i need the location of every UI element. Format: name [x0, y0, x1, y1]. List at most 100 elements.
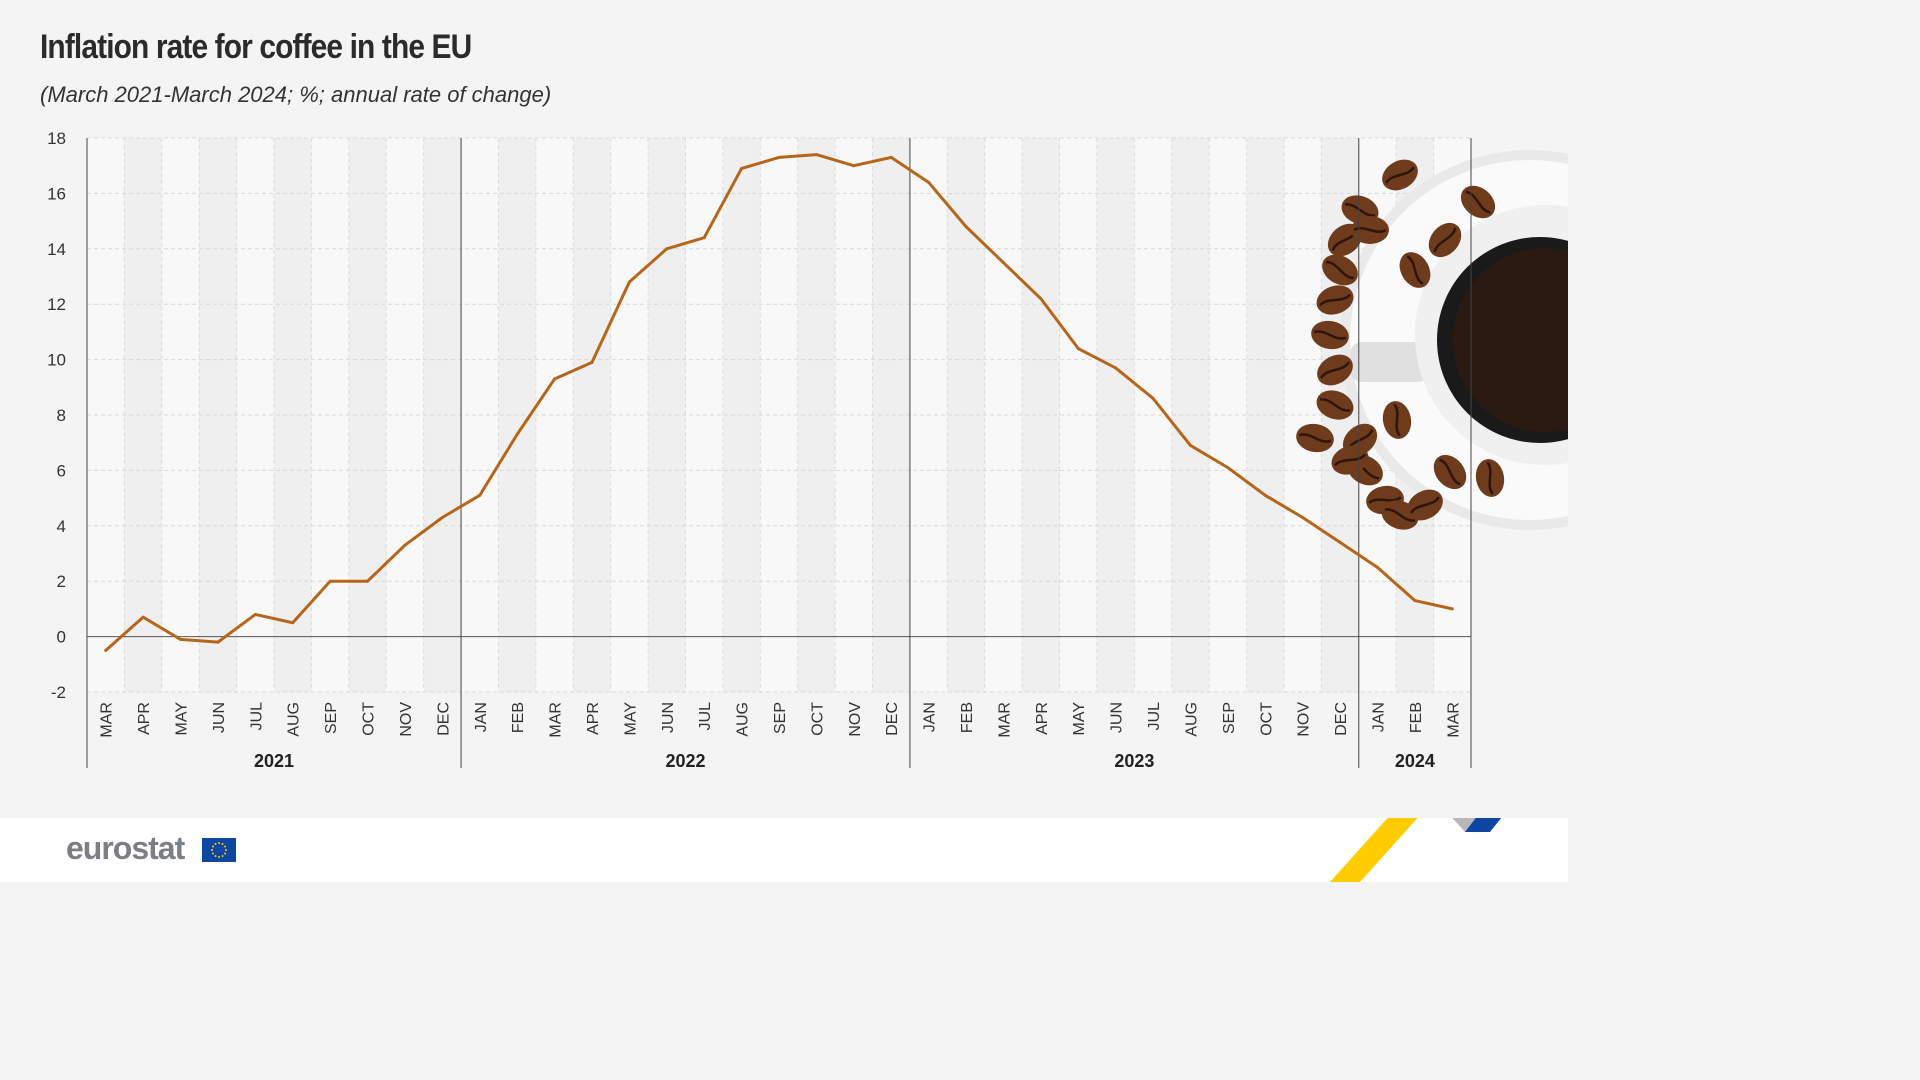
- year-label: 2024: [1395, 751, 1435, 771]
- bean-crease: [1465, 190, 1491, 214]
- y-tick-label: 18: [47, 129, 66, 148]
- data-point: [1450, 607, 1454, 611]
- x-tick-label: NOV: [398, 702, 415, 737]
- bean-crease: [1433, 227, 1457, 253]
- eu-star: [225, 849, 227, 851]
- column-band: [199, 138, 237, 692]
- eu-flag-icon: [202, 838, 236, 862]
- bean-crease: [1368, 496, 1402, 504]
- data-point: [1413, 599, 1417, 603]
- coffee-bean: [1382, 401, 1412, 439]
- column-band: [535, 138, 574, 692]
- coffee-bean: [1399, 252, 1431, 288]
- data-point: [1188, 443, 1192, 447]
- data-point: [1226, 466, 1230, 470]
- data-point: [141, 615, 145, 619]
- bean-crease: [1320, 361, 1350, 379]
- bean-crease: [1353, 227, 1387, 233]
- x-tick-label: MAR: [1445, 702, 1462, 738]
- data-point: [1114, 366, 1118, 370]
- data-point: [852, 164, 856, 168]
- eu-star: [221, 855, 224, 858]
- coffee-bean: [1433, 454, 1467, 490]
- bean-crease: [1385, 166, 1415, 184]
- eu-star: [211, 852, 214, 855]
- data-point: [515, 432, 519, 436]
- x-tick-label: NOV: [1296, 702, 1313, 737]
- bean-crease: [1313, 330, 1347, 340]
- y-tick-label: 10: [47, 351, 66, 370]
- x-tick-label: AUG: [1183, 702, 1200, 737]
- column-band: [423, 138, 462, 692]
- coffee-bean: [1475, 459, 1505, 497]
- x-tick-label: NOV: [847, 702, 864, 737]
- x-tick-label: SEP: [1221, 702, 1238, 734]
- year-label: 2023: [1114, 751, 1154, 771]
- x-tick-label: JUL: [697, 702, 714, 731]
- y-tick-label: 14: [47, 240, 66, 259]
- data-point: [702, 236, 706, 240]
- coffee-bean: [1351, 216, 1389, 244]
- x-tick-label: APR: [136, 702, 153, 735]
- data-point: [1076, 347, 1080, 351]
- x-tick-label: DEC: [1333, 702, 1350, 736]
- x-tick-label: JUN: [1109, 702, 1126, 733]
- data-point: [291, 621, 295, 625]
- y-tick-label: 4: [57, 517, 66, 536]
- x-tick-label: MAR: [99, 702, 116, 738]
- x-tick-label: AUG: [286, 702, 303, 737]
- eu-star: [211, 845, 214, 848]
- x-tick-label: APR: [585, 702, 602, 735]
- coffee-bean: [1311, 320, 1349, 350]
- y-tick-label: 6: [57, 461, 66, 480]
- x-tick-label: SEP: [772, 702, 789, 734]
- y-tick-label: -2: [51, 683, 66, 702]
- data-point: [665, 247, 669, 251]
- coffee-bean: [1428, 222, 1462, 258]
- eurostat-logo: eurostat: [66, 830, 185, 866]
- x-tick-label: MAR: [548, 702, 565, 738]
- eu-star: [214, 855, 217, 858]
- x-tick-label: FEB: [959, 702, 976, 733]
- data-point: [927, 180, 931, 184]
- bean-crease: [1393, 403, 1401, 437]
- x-tick-label: JUL: [1146, 702, 1163, 731]
- coffee-bean: [1316, 285, 1354, 315]
- x-tick-label: APR: [1034, 702, 1051, 735]
- coffee-bean: [1317, 354, 1353, 386]
- coffee-bean: [1322, 254, 1358, 286]
- bean-crease: [1298, 433, 1332, 443]
- x-tick-label: JAN: [473, 702, 490, 732]
- eu-star: [224, 852, 227, 855]
- coffee-bean: [1296, 423, 1334, 453]
- x-tick-label: DEC: [435, 702, 452, 736]
- data-point: [590, 360, 594, 364]
- x-tick-label: JAN: [922, 702, 939, 732]
- coffee-bean: [1460, 185, 1496, 219]
- bean-crease: [1410, 496, 1440, 514]
- column-band: [648, 138, 686, 692]
- bean-crease: [1325, 260, 1355, 280]
- data-point: [1338, 540, 1342, 544]
- data-point: [1151, 396, 1155, 400]
- year-label: 2022: [665, 751, 705, 771]
- chart-subtitle: (March 2021-March 2024; %; annual rate o…: [40, 82, 552, 107]
- line-chart: MAR APR MAY JUN JUL AUG SEP OCT NOV DEC JAN FEB MAR A…: [47, 129, 1568, 771]
- decorative-chevrons: [1330, 818, 1502, 882]
- year-label: 2021: [254, 751, 294, 771]
- y-tick-label: 12: [47, 295, 66, 314]
- data-point: [1039, 297, 1043, 301]
- data-point: [964, 225, 968, 229]
- data-point: [1001, 261, 1005, 265]
- data-point: [1375, 565, 1379, 569]
- bean-crease: [1318, 293, 1352, 307]
- eu-star: [218, 842, 220, 844]
- data-point: [740, 166, 744, 170]
- coffee-bean: [1407, 489, 1443, 521]
- x-tick-label: JUN: [211, 702, 228, 733]
- column-band: [311, 138, 349, 692]
- x-tick-label: MAR: [996, 702, 1013, 738]
- coffee-bean: [1316, 390, 1354, 420]
- x-tick-label: DEC: [884, 702, 901, 736]
- y-tick-label: 16: [47, 184, 66, 203]
